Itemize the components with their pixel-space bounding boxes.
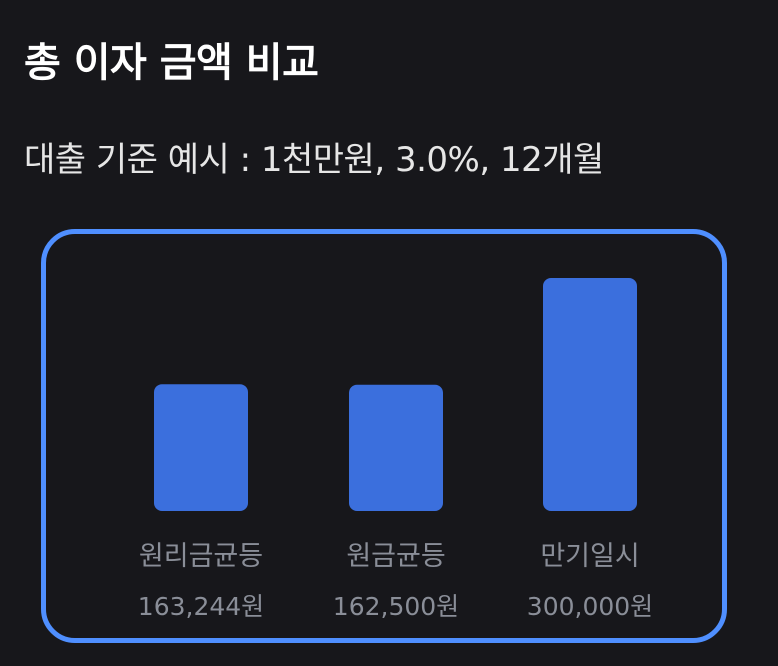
bar-3 [543,278,637,511]
value-label: 162,500원 [333,592,459,621]
value-label: 300,000원 [527,592,653,621]
category-label: 만기일시 [540,541,639,572]
category-label: 원리금균등 [139,541,263,572]
page-title: 총 이자 금액 비교 [24,40,319,86]
bar-1 [154,384,248,511]
page-subtitle: 대출 기준 예시 : 1천만원, 3.0%, 12개월 [24,140,604,180]
bar-2 [349,384,443,511]
interest-comparison-chart: 원리금균등 163,244원 원금균등 162,500원 만기일시 300,000원 [41,229,727,643]
category-label: 원금균등 [346,541,445,572]
bar-chart-svg: 원리금균등 163,244원 원금균등 162,500원 만기일시 300,000원 [138,278,653,621]
value-label: 163,244원 [138,592,264,621]
